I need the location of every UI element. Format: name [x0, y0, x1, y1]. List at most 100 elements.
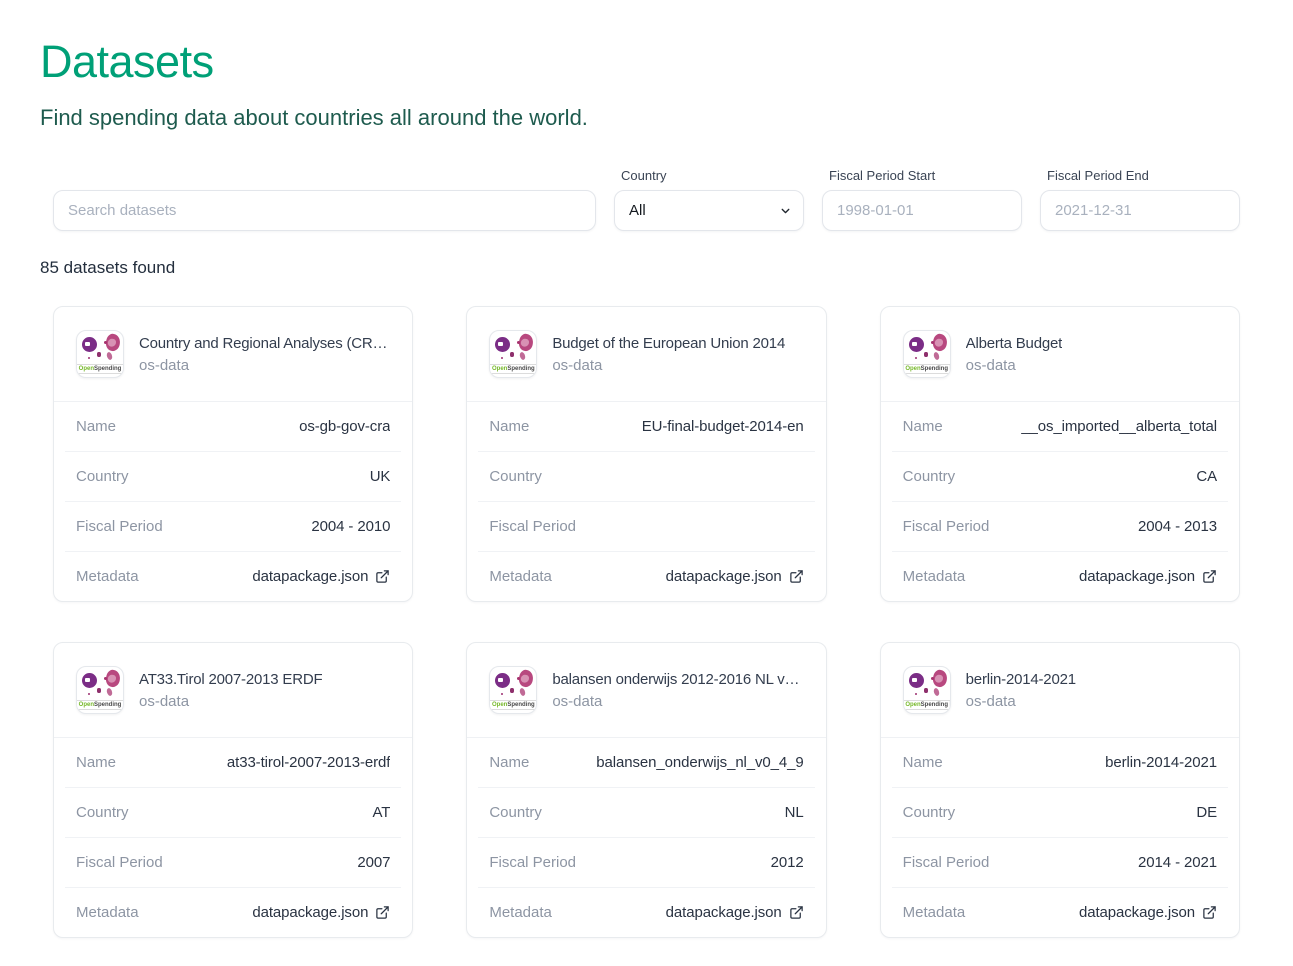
row-divider: [65, 887, 402, 888]
name-row-value: __os_imported__alberta_total: [1021, 418, 1217, 435]
metadata-row-label: Metadata: [489, 904, 552, 921]
card-title: balansen onderwijs 2012-2016 NL v4.9: [552, 670, 804, 688]
card-title: berlin-2014-2021: [965, 670, 1076, 688]
fiscal-period-end-label: Fiscal Period End: [1047, 168, 1149, 183]
country-filter-label: Country: [621, 168, 667, 183]
metadata-row: Metadata datapackage.json: [54, 888, 412, 937]
country-row: Country NL: [467, 788, 825, 837]
fiscal-period-start-filter: Fiscal Period Start: [822, 168, 1022, 231]
country-row-label: Country: [489, 468, 542, 485]
external-link-icon: [789, 905, 804, 920]
fiscal-period-row-label: Fiscal Period: [76, 518, 163, 535]
openspending-logo-icon: OpenSpending: [76, 330, 124, 378]
row-divider: [478, 887, 815, 888]
fiscal-period-row: Fiscal Period 2004 - 2013: [881, 502, 1239, 551]
country-row: Country DE: [881, 788, 1239, 837]
dataset-card[interactable]: OpenSpending Alberta Budget os-data Name…: [879, 306, 1240, 602]
filters-bar: Country All Fiscal Period Start Fiscal P…: [53, 168, 1240, 231]
row-divider: [478, 451, 815, 452]
fiscal-period-row-value: 2014 - 2021: [1138, 854, 1217, 871]
fiscal-period-row: Fiscal Period: [467, 502, 825, 551]
row-divider: [65, 501, 402, 502]
openspending-logo-icon: OpenSpending: [902, 666, 951, 714]
fiscal-period-row-value: 2012: [770, 854, 804, 871]
external-link-icon: [375, 905, 390, 920]
card-title: AT33.Tirol 2007-2013 ERDF: [139, 670, 323, 688]
metadata-row: Metadata datapackage.json: [467, 552, 825, 601]
country-row-value: UK: [369, 468, 391, 485]
openspending-logo-icon: OpenSpending: [902, 330, 951, 378]
name-row-value: EU-final-budget-2014-en: [641, 418, 804, 435]
country-filter: Country All: [614, 168, 804, 231]
card-org: os-data: [965, 692, 1016, 710]
country-row: Country: [467, 452, 825, 501]
country-select[interactable]: All: [614, 190, 804, 231]
row-divider: [891, 787, 1228, 788]
row-divider: [65, 451, 402, 452]
search-filter: [53, 190, 596, 231]
dataset-card[interactable]: OpenSpending AT33.Tirol 2007-2013 ERDF o…: [53, 642, 414, 938]
name-row: Name balansen_onderwijs_nl_v0_4_9: [467, 738, 825, 787]
name-row-value: balansen_onderwijs_nl_v0_4_9: [596, 754, 804, 771]
name-row-label: Name: [76, 754, 117, 771]
datapackage-link[interactable]: datapackage.json: [666, 904, 804, 921]
country-row-value: CA: [1196, 468, 1217, 485]
metadata-row: Metadata datapackage.json: [54, 552, 412, 601]
datapackage-link-text: datapackage.json: [1079, 904, 1195, 921]
name-row-label: Name: [76, 418, 117, 435]
dataset-card[interactable]: OpenSpending balansen onderwijs 2012-201…: [466, 642, 827, 938]
external-link-icon: [789, 569, 804, 584]
card-org: os-data: [139, 692, 190, 710]
row-divider: [65, 837, 402, 838]
card-header: OpenSpending berlin-2014-2021 os-data: [880, 643, 1239, 738]
fiscal-period-row-label: Fiscal Period: [76, 854, 163, 871]
row-divider: [478, 787, 815, 788]
card-header: OpenSpending AT33.Tirol 2007-2013 ERDF o…: [54, 643, 413, 738]
dataset-card[interactable]: OpenSpending berlin-2014-2021 os-data Na…: [879, 642, 1240, 938]
fiscal-period-row-value: 2004 - 2013: [1138, 518, 1217, 535]
external-link-icon: [1202, 905, 1217, 920]
row-divider: [478, 551, 815, 552]
fiscal-period-row: Fiscal Period 2007: [54, 838, 412, 887]
fiscal-period-start-input[interactable]: [822, 190, 1022, 231]
search-input[interactable]: [53, 190, 596, 231]
card-org: os-data: [552, 356, 603, 374]
card-org: os-data: [965, 356, 1016, 374]
row-divider: [891, 501, 1228, 502]
datapackage-link[interactable]: datapackage.json: [1079, 568, 1217, 585]
dataset-card[interactable]: OpenSpending Budget of the European Unio…: [466, 306, 827, 602]
row-divider: [478, 837, 815, 838]
datapackage-link[interactable]: datapackage.json: [252, 904, 390, 921]
fiscal-period-row-label: Fiscal Period: [489, 854, 577, 871]
row-divider: [891, 451, 1228, 452]
country-row-label: Country: [76, 468, 129, 485]
datapackage-link[interactable]: datapackage.json: [1079, 904, 1217, 921]
metadata-row-label: Metadata: [76, 568, 139, 585]
country-row-label: Country: [76, 804, 129, 821]
name-row-value: at33-tirol-2007-2013-erdf: [226, 754, 391, 771]
datapackage-link-text: datapackage.json: [252, 568, 369, 585]
datapackage-link[interactable]: datapackage.json: [252, 568, 390, 585]
name-row-label: Name: [902, 418, 943, 435]
country-row-label: Country: [489, 804, 542, 821]
row-divider: [478, 501, 815, 502]
dataset-card[interactable]: OpenSpending Country and Regional Analys…: [53, 306, 414, 602]
country-row-label: Country: [902, 804, 956, 821]
card-org: os-data: [139, 356, 190, 374]
datapackage-link-text: datapackage.json: [665, 568, 782, 585]
fiscal-period-end-input[interactable]: [1040, 190, 1240, 231]
name-row-value: berlin-2014-2021: [1105, 754, 1217, 771]
country-row: Country AT: [54, 788, 412, 837]
fiscal-period-row-value: 2007: [357, 854, 391, 871]
metadata-row: Metadata datapackage.json: [467, 888, 825, 937]
datapackage-link[interactable]: datapackage.json: [666, 568, 804, 585]
name-row: Name berlin-2014-2021: [881, 738, 1239, 787]
external-link-icon: [375, 569, 390, 584]
country-row: Country UK: [54, 452, 412, 501]
dataset-grid: OpenSpending Country and Regional Analys…: [53, 306, 1240, 938]
results-count: 85 datasets found: [40, 258, 176, 277]
card-header: OpenSpending Alberta Budget os-data: [880, 307, 1239, 402]
name-row-label: Name: [489, 418, 530, 435]
country-row-value: DE: [1196, 804, 1217, 821]
